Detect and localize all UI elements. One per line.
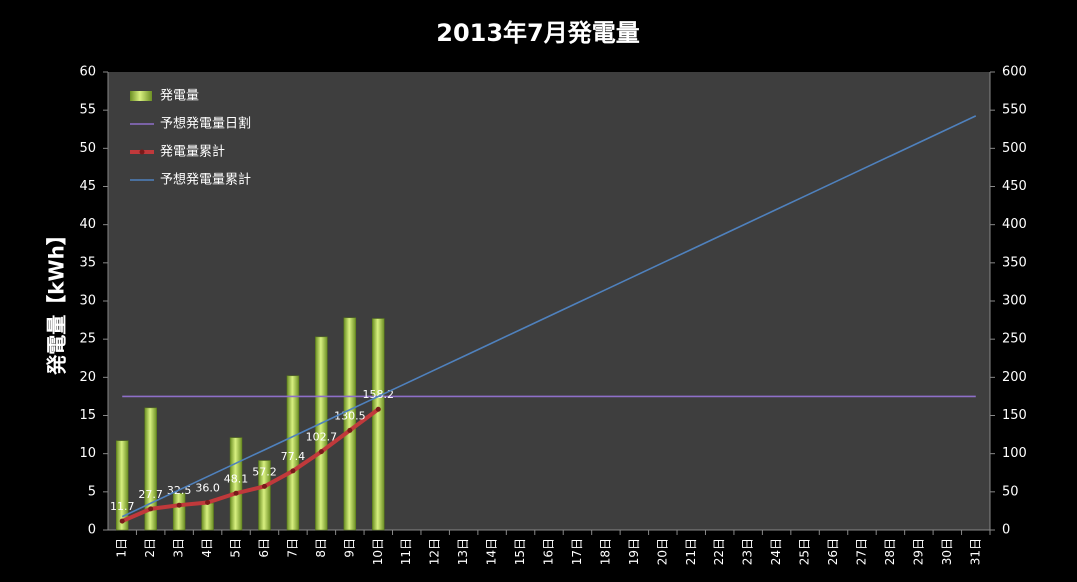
y-tick-label: 35: [79, 255, 96, 270]
x-tick-label: 21日: [684, 538, 698, 565]
y-tick-label: 0: [88, 523, 96, 538]
bar: [201, 503, 214, 531]
y2-tick-label: 550: [1002, 103, 1027, 118]
point: [148, 506, 154, 512]
x-tick-label: 18日: [598, 538, 612, 565]
y2-tick-label: 250: [1002, 332, 1027, 347]
x-tick-label: 29日: [911, 538, 925, 565]
point: [347, 427, 353, 433]
x-tick-label: 16日: [542, 538, 556, 565]
x-tick-label: 25日: [798, 538, 812, 565]
x-tick-label: 22日: [712, 538, 726, 565]
point: [261, 483, 267, 489]
x-tick-label: 26日: [826, 538, 840, 565]
point: [233, 490, 239, 496]
x-tick-label: 2日: [143, 538, 157, 558]
data-label: 36.0: [195, 482, 220, 495]
point: [205, 500, 211, 506]
y-tick-label: 25: [79, 332, 96, 347]
legend-label: 発電量累計: [160, 144, 225, 160]
x-tick-label: 31日: [968, 538, 982, 565]
data-label: 27.7: [138, 488, 163, 501]
y2-tick-label: 0: [1002, 523, 1010, 538]
x-tick-label: 30日: [940, 538, 954, 565]
x-tick-label: 11日: [399, 538, 413, 565]
y-tick-label: 30: [79, 294, 96, 309]
x-tick-label: 24日: [769, 538, 783, 565]
y-tick-label: 20: [79, 370, 96, 385]
x-tick-label: 23日: [741, 538, 755, 565]
data-label: 11.7: [110, 500, 135, 513]
line-series: [121, 115, 977, 518]
x-tick-label: 6日: [257, 538, 271, 558]
y2-tick-label: 100: [1002, 446, 1027, 461]
x-tick-label: 27日: [854, 538, 868, 565]
y-tick-label: 40: [79, 217, 96, 232]
data-label: 158.2: [363, 388, 395, 401]
point: [176, 502, 182, 508]
x-tick-label: 1日: [115, 538, 129, 558]
x-tick-label: 14日: [485, 538, 499, 565]
point: [119, 518, 125, 524]
y-tick-label: 55: [79, 103, 96, 118]
bar: [343, 317, 357, 531]
legend-swatch: [130, 91, 152, 101]
legend-label: 予想発電量日割: [160, 116, 251, 132]
line-series: [121, 407, 380, 523]
y-tick-label: 15: [79, 408, 96, 423]
x-tick-label: 17日: [570, 538, 584, 565]
point: [290, 468, 296, 474]
x-tick-label: 3日: [172, 538, 186, 558]
bar: [258, 460, 271, 531]
x-tick-label: 9日: [342, 538, 356, 558]
x-tick-label: 10日: [371, 538, 385, 565]
x-tick-label: 28日: [883, 538, 897, 565]
x-tick-label: 19日: [627, 538, 641, 565]
x-tick-label: 15日: [513, 538, 527, 565]
legend-marker: [139, 149, 145, 155]
x-tick-label: 8日: [314, 538, 328, 558]
y-tick-label: 50: [79, 141, 96, 156]
y2-tick-label: 350: [1002, 255, 1027, 270]
y2-tick-label: 450: [1002, 179, 1027, 194]
y2-tick-label: 300: [1002, 294, 1027, 309]
y-tick-label: 5: [88, 484, 96, 499]
bar: [315, 336, 328, 531]
y-tick-label: 60: [79, 65, 96, 80]
y2-tick-label: 150: [1002, 408, 1027, 423]
x-tick-label: 20日: [655, 538, 669, 565]
bar: [144, 407, 157, 531]
bar: [116, 440, 129, 531]
x-tick-label: 4日: [200, 538, 214, 558]
y2-tick-label: 400: [1002, 217, 1027, 232]
chart-title: 2013年7月発電量: [436, 19, 640, 47]
point: [375, 406, 381, 412]
data-label: 48.1: [224, 472, 249, 485]
y-axis-label: 発電量【kWh】: [45, 225, 69, 376]
data-label: 102.7: [306, 431, 338, 444]
y2-tick-label: 500: [1002, 141, 1027, 156]
bar: [286, 375, 300, 531]
bar: [229, 437, 243, 531]
legend-label: 予想発電量累計: [160, 172, 251, 188]
y2-tick-label: 50: [1002, 484, 1019, 499]
y2-tick-label: 200: [1002, 370, 1027, 385]
x-tick-label: 12日: [428, 538, 442, 565]
x-tick-label: 13日: [456, 538, 470, 565]
data-label: 57.2: [252, 465, 277, 478]
point: [318, 449, 324, 455]
y2-tick-label: 600: [1002, 65, 1027, 80]
y-tick-label: 45: [79, 179, 96, 194]
y-tick-label: 10: [79, 446, 96, 461]
x-tick-label: 5日: [229, 538, 243, 558]
bar: [172, 493, 186, 531]
x-tick-label: 7日: [285, 538, 299, 558]
bar: [372, 318, 385, 531]
data-label: 130.5: [334, 409, 366, 422]
data-label: 77.4: [281, 450, 306, 463]
legend-label: 発電量: [160, 89, 199, 104]
